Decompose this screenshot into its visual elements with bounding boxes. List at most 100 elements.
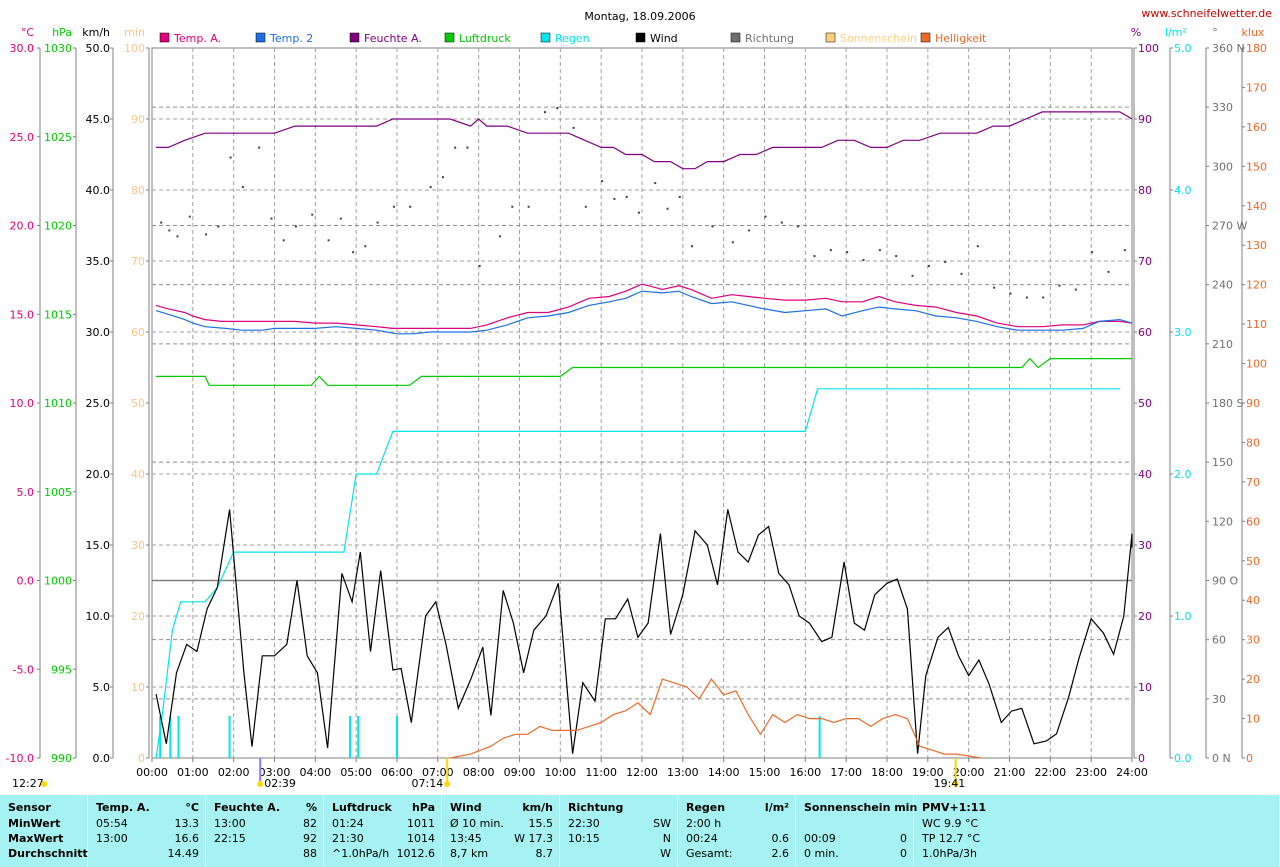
direction-column: Richtung 22:30 SW 10:15 N W bbox=[560, 795, 678, 867]
direction-point bbox=[829, 249, 832, 252]
time-tick-label: 04:00 bbox=[299, 766, 331, 779]
series-line bbox=[155, 509, 1133, 754]
direction-point bbox=[364, 245, 367, 248]
humidity-tick-label: 10 bbox=[1138, 681, 1152, 694]
direction-point bbox=[731, 241, 734, 244]
sun-row-time: 00:09 bbox=[804, 832, 836, 845]
direction-axis-unit: ° bbox=[1212, 26, 1218, 39]
direction-point bbox=[241, 186, 244, 189]
humidity-tick-label: 60 bbox=[1138, 326, 1152, 339]
humidity-tick-label: 0 bbox=[1138, 752, 1145, 765]
sun-tick-label: 10 bbox=[131, 681, 145, 694]
legend-label: Regen bbox=[555, 32, 590, 45]
pressure-tick-label: 995 bbox=[51, 663, 72, 676]
temp-unit: °C bbox=[185, 801, 199, 814]
direction-tick-label: 360 N bbox=[1212, 42, 1245, 55]
temp-row-value: 14.49 bbox=[167, 847, 200, 860]
wind-tick-label: 15.0 bbox=[86, 539, 111, 552]
series-line bbox=[155, 283, 1133, 329]
temp-tick-label: 25.0 bbox=[10, 131, 35, 144]
direction-tick-label: 0 N bbox=[1212, 752, 1231, 765]
direction-point bbox=[1074, 288, 1077, 291]
chart-title: Montag, 18.09.2006 bbox=[584, 10, 695, 23]
direction-point bbox=[625, 195, 628, 198]
time-tick-label: 24:00 bbox=[1116, 766, 1148, 779]
wind-row-time: 8,7 km bbox=[450, 847, 489, 860]
direction-point bbox=[352, 251, 355, 254]
sun-row-value: 0 bbox=[900, 847, 907, 860]
direction-tick-label: 300 bbox=[1212, 160, 1233, 173]
series-line bbox=[156, 357, 1132, 386]
temp-tick-label: 20.0 bbox=[10, 220, 35, 233]
legend-swatch bbox=[159, 32, 170, 43]
direction-point bbox=[878, 249, 881, 252]
direction-tick-label: 240 bbox=[1212, 279, 1233, 292]
legend-label: Temp. A. bbox=[173, 32, 221, 45]
legend-swatch bbox=[920, 32, 931, 43]
pressure-tick-label: 1005 bbox=[44, 486, 72, 499]
sun-tick-label: 70 bbox=[131, 255, 145, 268]
direction-point bbox=[229, 156, 232, 159]
direction-tick-label: 180 S bbox=[1212, 397, 1243, 410]
lux-tick-label: 20 bbox=[1246, 673, 1260, 686]
legend-label: Feuchte A. bbox=[364, 32, 422, 45]
direction-point bbox=[666, 207, 669, 210]
sun-tick-label: 80 bbox=[131, 184, 145, 197]
direction-point bbox=[282, 239, 285, 242]
direction-point bbox=[813, 255, 816, 258]
temp-tick-label: -10.0 bbox=[6, 752, 34, 765]
pressure-tick-label: 1000 bbox=[44, 575, 72, 588]
direction-tick-label: 150 bbox=[1212, 456, 1233, 469]
series-line bbox=[156, 111, 1133, 170]
direction-point bbox=[846, 251, 849, 254]
humidity-row-value: 88 bbox=[303, 847, 317, 860]
rain-tick-label: 1.0 bbox=[1174, 610, 1192, 623]
sun-tick-label: 50 bbox=[131, 397, 145, 410]
lux-tick-label: 100 bbox=[1246, 358, 1267, 371]
time-tick-label: 17:00 bbox=[830, 766, 862, 779]
temp-axis-unit: °C bbox=[21, 26, 35, 39]
direction-point bbox=[376, 221, 379, 224]
temp-tick-label: 10.0 bbox=[10, 397, 35, 410]
humidity-axis-unit: % bbox=[1131, 26, 1141, 39]
pressure-row-time: ^1.0hPa/h bbox=[332, 847, 390, 860]
pressure-tick-label: 1020 bbox=[44, 220, 72, 233]
sun-tick-label: 60 bbox=[131, 326, 145, 339]
rain-tick-label: 3.0 bbox=[1174, 326, 1192, 339]
moonrise-icon bbox=[257, 781, 264, 787]
temp-column: Temp. A. °C 05:54 13.3 13:00 16.6 14.49 bbox=[88, 795, 206, 867]
lux-tick-label: 140 bbox=[1246, 200, 1267, 213]
wind-tick-label: 5.0 bbox=[93, 681, 111, 694]
direction-point bbox=[862, 259, 865, 262]
direction-header: Richtung bbox=[568, 801, 624, 814]
pmv-column: PMV+1:11 WC 9.9 °C TP 12.7 °C 1.0hPa/3h bbox=[914, 795, 1280, 867]
row-label: Durchschnitt bbox=[8, 847, 88, 860]
pressure-tick-label: 1015 bbox=[44, 308, 72, 321]
rain-row-time: 2:00 h bbox=[686, 817, 722, 830]
time-tick-label: 18:00 bbox=[871, 766, 903, 779]
temp-row-time: 05:54 bbox=[96, 817, 128, 830]
series-line bbox=[449, 678, 981, 759]
pressure-header: Luftdruck bbox=[332, 801, 392, 814]
temp-row-time: 13:00 bbox=[96, 832, 128, 845]
lux-tick-label: 40 bbox=[1246, 594, 1260, 607]
time-tick-label: 19:00 bbox=[912, 766, 944, 779]
time-tick-label: 14:00 bbox=[708, 766, 740, 779]
direction-point bbox=[1025, 296, 1028, 299]
wind-unit: km/h bbox=[522, 801, 553, 814]
lux-tick-label: 50 bbox=[1246, 555, 1260, 568]
rain-row-time: Gesamt: bbox=[686, 847, 733, 860]
pressure-row-value: 1011 bbox=[407, 817, 435, 830]
humidity-row-value: 82 bbox=[303, 817, 317, 830]
lux-tick-label: 110 bbox=[1246, 318, 1267, 331]
time-tick-label: 09:00 bbox=[504, 766, 536, 779]
temp-tick-label: 0.0 bbox=[17, 575, 35, 588]
rain-column: Regen l/m² 2:00 h 00:24 0.6 Gesamt: 2.6 bbox=[678, 795, 796, 867]
direction-point bbox=[1091, 251, 1094, 254]
direction-point bbox=[258, 146, 261, 149]
direction-point bbox=[1107, 270, 1110, 273]
sun-column: Sonnenschein min 00:09 0 0 min. 0 bbox=[796, 795, 917, 867]
legend-label: Sonnenschein bbox=[840, 32, 917, 45]
row-label: MaxWert bbox=[8, 832, 64, 845]
lux-tick-label: 150 bbox=[1246, 160, 1267, 173]
